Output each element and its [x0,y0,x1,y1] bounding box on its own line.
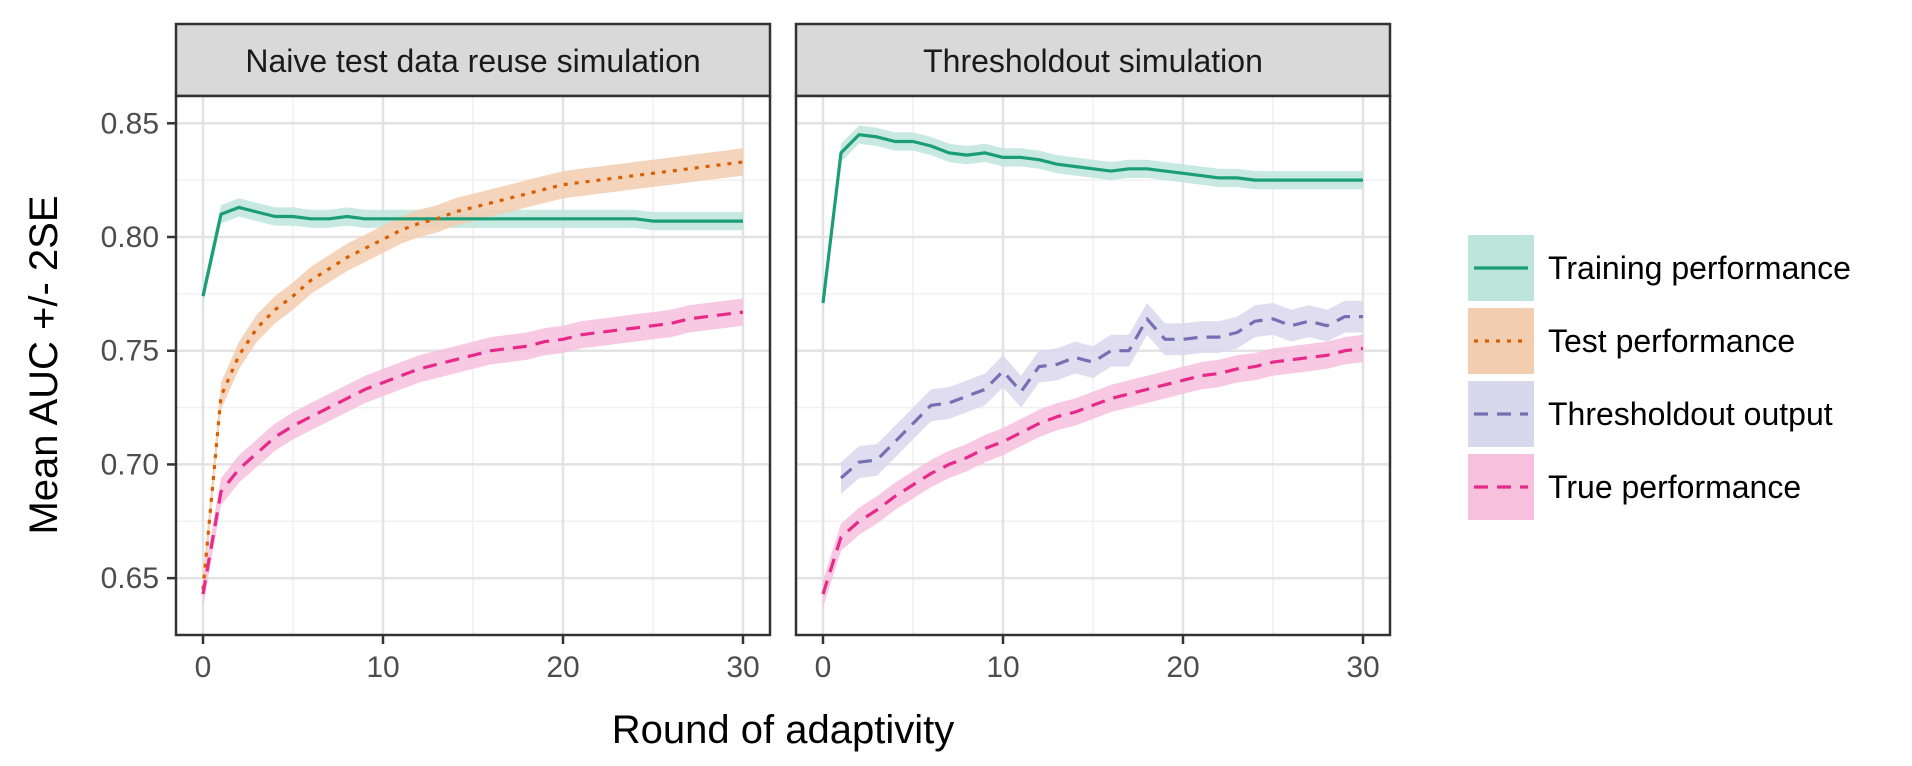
x-tick-label: 30 [1346,651,1379,684]
confidence-band-training [203,198,743,306]
y-axis: 0.65 0.70 0.75 0.80 0.85 [101,107,176,595]
panel-strip [174,22,772,98]
y-tick-label: 0.75 [101,335,159,368]
legend-label: Test performance [1548,323,1795,359]
legend-item-training: Training performance [1468,235,1851,301]
legend-item-test: Test performance [1468,308,1795,374]
panel-title: Naive test data reuse simulation [245,43,700,79]
y-tick-label: 0.70 [101,448,159,481]
x-tick-label: 20 [1166,651,1199,684]
y-axis-title: Mean AUC +/- 2SE [22,195,66,534]
plot-border [174,94,772,637]
x-tick-label: 0 [195,651,212,684]
confidence-band-thresholdout [841,300,1363,494]
confidence-band-true [203,298,743,608]
confidence-bands [823,125,1363,608]
series-line-training [201,205,743,297]
legend: Training performance Test performance Thre… [1468,235,1851,520]
plot-area [794,94,1392,637]
x-axis: 0 10 20 30 [195,635,760,684]
series-lines [201,160,744,595]
plot-area [174,94,772,637]
x-axis-title: Round of adaptivity [612,708,954,752]
series-line-true [201,310,744,595]
x-tick-label: 20 [546,651,579,684]
y-tick-label: 0.80 [101,221,159,254]
x-tick-label: 10 [366,651,399,684]
confidence-band-true [823,334,1363,608]
x-axis: 0 10 20 30 [815,635,1380,684]
y-tick-label: 0.85 [101,107,159,140]
series-line-training [821,133,1363,304]
plot-border [794,94,1392,637]
x-tick-label: 0 [815,651,832,684]
series-line-true [821,346,1364,595]
panel-title: Thresholdout simulation [923,43,1263,79]
legend-label: Training performance [1548,250,1851,286]
x-tick-label: 10 [986,651,1019,684]
series-line-test [201,160,744,590]
legend-item-true: True performance [1468,454,1801,520]
confidence-band-training [823,125,1363,313]
legend-label: True performance [1548,469,1801,505]
series-lines [821,133,1364,595]
x-tick-label: 30 [726,651,759,684]
y-tick-label: 0.65 [101,562,159,595]
panel-thresholdout: Thresholdout simulation 0 10 20 30 [794,22,1392,684]
legend-key [1468,308,1534,374]
legend-item-thresholdout: Thresholdout output [1468,381,1833,447]
panel-naive: Naive test data reuse simulation 0 10 20 30 [174,22,772,684]
series-line-thresholdout [839,315,1363,480]
legend-label: Thresholdout output [1548,396,1833,432]
